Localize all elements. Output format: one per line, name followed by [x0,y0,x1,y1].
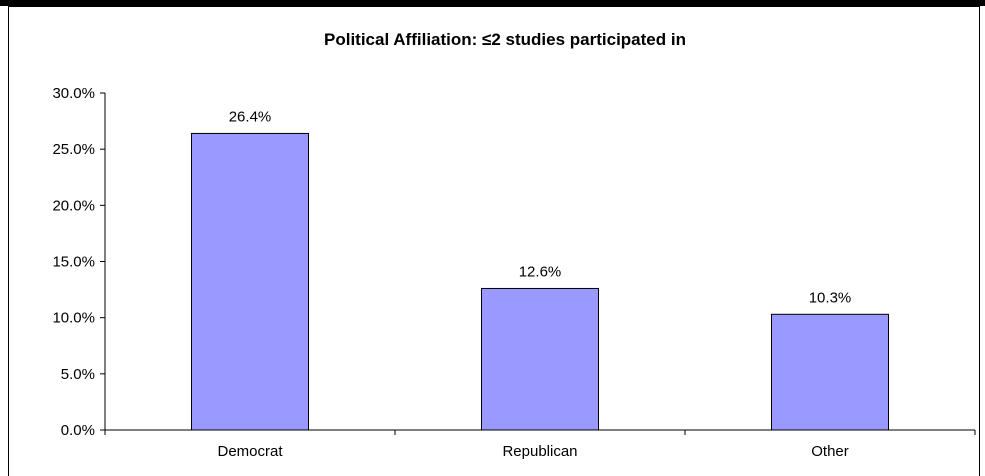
bar-democrat [191,132,309,431]
y-tick-label: 25.0% [52,141,95,158]
y-tick-label: 15.0% [52,254,95,271]
bar-republican [481,287,599,431]
y-tick-label: 0.0% [61,422,95,439]
category-label: Republican [502,443,577,460]
y-tick-label: 30.0% [52,85,95,102]
data-label: 10.3% [809,289,852,306]
category-label: Democrat [217,443,283,460]
y-tick-label: 10.0% [52,310,95,327]
top-border-strip [0,0,985,6]
data-label: 12.6% [519,263,562,280]
chart-title: Political Affiliation: ≤2 studies partic… [324,30,686,49]
y-tick-label: 5.0% [61,366,95,383]
bar-other [771,313,889,431]
y-tick-label: 20.0% [52,197,95,214]
data-label: 26.4% [229,108,272,125]
plot-area: 0.0% 5.0% 10.0% 15.0% 20.0% 25.0% 30.0% 26.4% De… [52,85,976,460]
category-label: Other [811,443,849,460]
